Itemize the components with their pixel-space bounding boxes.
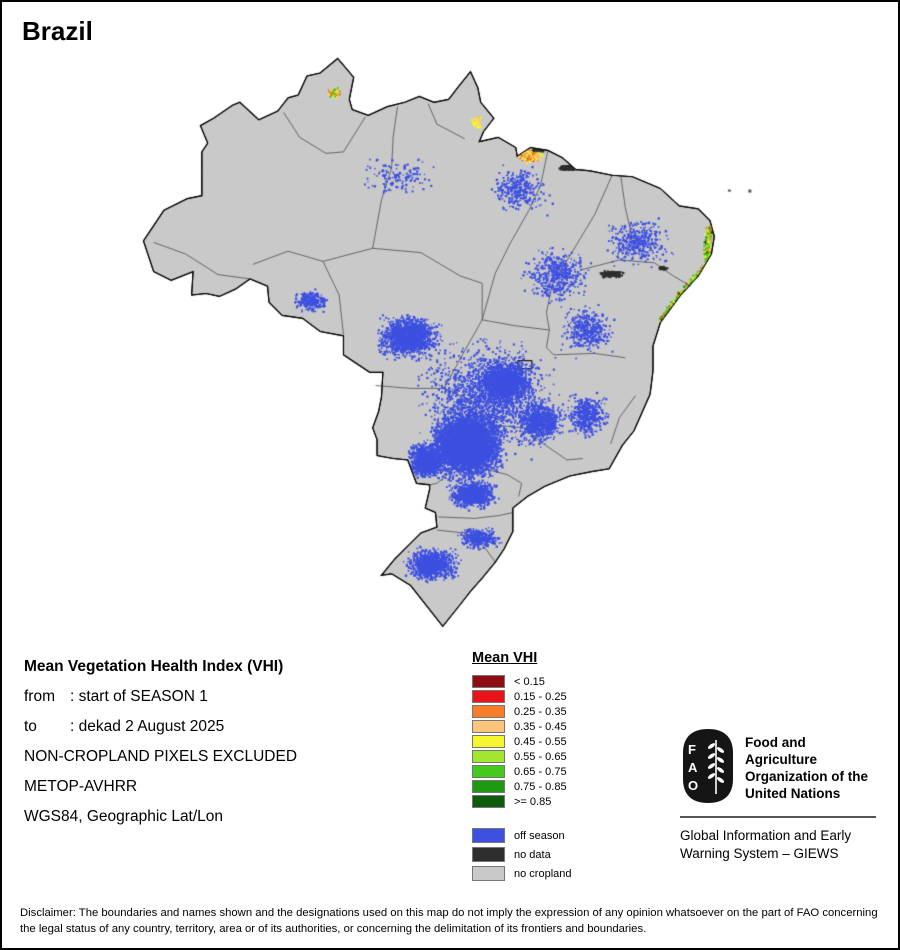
- map-info-block: Mean Vegetation Health Index (VHI) from:…: [24, 652, 297, 832]
- legend-label: 0.45 - 0.55: [514, 735, 567, 748]
- legend-row: 0.45 - 0.55: [472, 734, 572, 749]
- legend-swatch: [472, 866, 505, 881]
- legend-label: 0.15 - 0.25: [514, 690, 567, 703]
- legend-row: off season: [472, 826, 572, 845]
- legend-swatch: [472, 720, 505, 733]
- fao-block: F A O Food and Agriculture Organization …: [680, 728, 878, 863]
- fao-letter-a: A: [688, 760, 698, 775]
- legend-title: Mean VHI: [472, 650, 538, 666]
- legend-swatch: [472, 750, 505, 763]
- info-row-to: to: dekad 2 August 2025: [24, 718, 225, 735]
- legend-swatch: [472, 735, 505, 748]
- legend-row: 0.75 - 0.85: [472, 779, 572, 794]
- legend-label: 0.55 - 0.65: [514, 750, 567, 763]
- info-line-sensor: METOP-AVHRR: [24, 778, 138, 795]
- legend-row: no data: [472, 845, 572, 864]
- legend-label: < 0.15: [514, 675, 545, 688]
- info-row-from: from: start of SEASON 1: [24, 688, 208, 705]
- info-line-noncropland: NON-CROPLAND PIXELS EXCLUDED: [24, 748, 298, 765]
- legend-swatch: [472, 780, 505, 793]
- legend: Mean VHI < 0.15 0.15 - 0.25 0.25 - 0.35 …: [472, 650, 572, 883]
- legend-row: 0.65 - 0.75: [472, 764, 572, 779]
- giews-name: Global Information and Early Warning Sys…: [680, 828, 852, 861]
- legend-row: 0.15 - 0.25: [472, 689, 572, 704]
- fao-letter-f: F: [688, 742, 696, 757]
- legend-swatch: [472, 675, 505, 688]
- fao-letter-o: O: [688, 778, 698, 793]
- legend-row: >= 0.85: [472, 794, 572, 809]
- legend-swatch: [472, 795, 505, 808]
- legend-label: no data: [514, 848, 551, 861]
- legend-row: < 0.15: [472, 674, 572, 689]
- legend-label: off season: [514, 829, 565, 842]
- brazil-vhi-map: [107, 40, 767, 652]
- info-heading: Mean Vegetation Health Index (VHI): [24, 658, 284, 675]
- fao-divider: [680, 816, 876, 818]
- legend-swatch: [472, 705, 505, 718]
- legend-swatch: [472, 690, 505, 703]
- legend-row: 0.25 - 0.35: [472, 704, 572, 719]
- legend-label: 0.75 - 0.85: [514, 780, 567, 793]
- page-title: Brazil: [22, 16, 93, 46]
- legend-label: no cropland: [514, 867, 572, 880]
- legend-label: 0.35 - 0.45: [514, 720, 567, 733]
- info-line-projection: WGS84, Geographic Lat/Lon: [24, 808, 224, 825]
- fao-org-name: Food and Agriculture Organization of the…: [745, 735, 868, 801]
- legend-label: >= 0.85: [514, 795, 552, 808]
- legend-swatch: [472, 828, 505, 843]
- legend-swatch: [472, 765, 505, 778]
- legend-swatch: [472, 847, 505, 862]
- legend-gap: [472, 809, 572, 826]
- legend-row: 0.35 - 0.45: [472, 719, 572, 734]
- legend-label: 0.25 - 0.35: [514, 705, 567, 718]
- disclaimer-text: Disclaimer: The boundaries and names sho…: [20, 907, 878, 935]
- fao-logo-icon: F A O: [683, 729, 733, 803]
- legend-row: 0.55 - 0.65: [472, 749, 572, 764]
- legend-label: 0.65 - 0.75: [514, 765, 567, 778]
- legend-row: no cropland: [472, 864, 572, 883]
